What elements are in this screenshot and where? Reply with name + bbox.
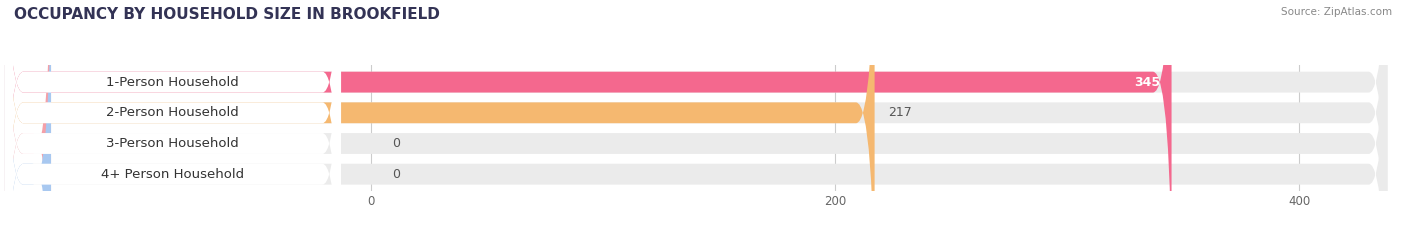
Text: 217: 217	[889, 106, 912, 119]
FancyBboxPatch shape	[4, 0, 875, 233]
Text: 0: 0	[392, 137, 401, 150]
FancyBboxPatch shape	[4, 0, 51, 233]
FancyBboxPatch shape	[4, 0, 342, 233]
Text: 4+ Person Household: 4+ Person Household	[101, 168, 245, 181]
Text: 345: 345	[1133, 76, 1160, 89]
Text: 2-Person Household: 2-Person Household	[107, 106, 239, 119]
FancyBboxPatch shape	[4, 0, 1171, 233]
FancyBboxPatch shape	[4, 0, 342, 233]
Text: Source: ZipAtlas.com: Source: ZipAtlas.com	[1281, 7, 1392, 17]
Text: 0: 0	[392, 168, 401, 181]
FancyBboxPatch shape	[4, 0, 51, 233]
Text: 1-Person Household: 1-Person Household	[107, 76, 239, 89]
FancyBboxPatch shape	[4, 0, 342, 233]
FancyBboxPatch shape	[4, 0, 1388, 233]
FancyBboxPatch shape	[4, 0, 342, 233]
Text: OCCUPANCY BY HOUSEHOLD SIZE IN BROOKFIELD: OCCUPANCY BY HOUSEHOLD SIZE IN BROOKFIEL…	[14, 7, 440, 22]
FancyBboxPatch shape	[4, 0, 1388, 233]
FancyBboxPatch shape	[4, 0, 1388, 233]
FancyBboxPatch shape	[4, 0, 1388, 233]
Text: 3-Person Household: 3-Person Household	[107, 137, 239, 150]
